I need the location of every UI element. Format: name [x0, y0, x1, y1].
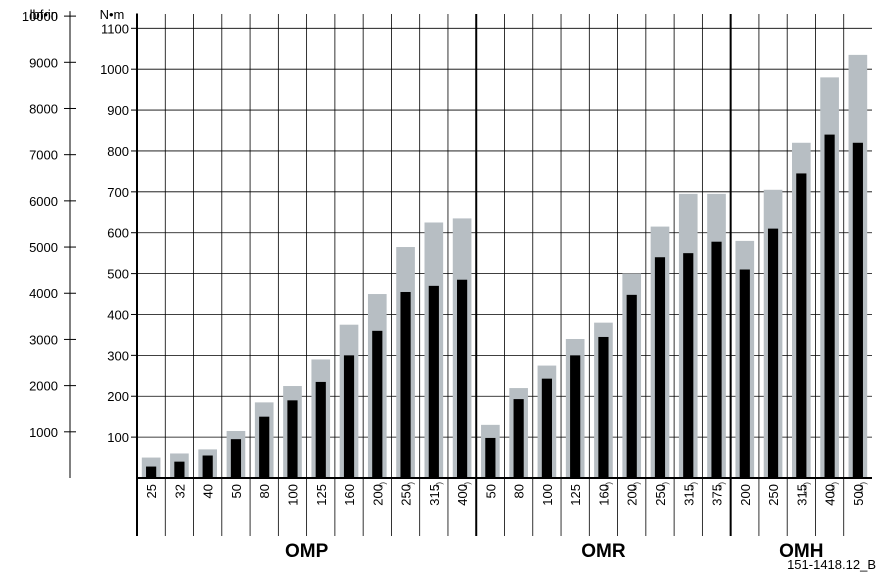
x-axis: 25 32 40 50 80 100 125 160 200*) 250*) 315*) 400*) 5… [144, 482, 868, 562]
continuous-bar [739, 269, 750, 478]
footnote-mark: ***) [859, 482, 868, 494]
continuous-bar [541, 378, 552, 478]
continuous-bar [852, 142, 863, 478]
continuous-bar [683, 253, 694, 478]
lbf-tick-label: 4000 [29, 286, 58, 301]
category-label: 40 [201, 484, 216, 498]
group-label: OMP [285, 541, 329, 562]
continuous-bar [626, 294, 637, 478]
category-label: 160 [342, 484, 357, 506]
lbf-tick-label: 3000 [29, 332, 58, 347]
footnote-mark: ***) [802, 482, 811, 494]
category-label: 315 [681, 484, 696, 506]
category-label: 400 [823, 484, 838, 506]
footnote-mark: *) [378, 482, 387, 488]
lbf-tick-label: 8000 [29, 101, 58, 116]
category-label: 25 [144, 484, 159, 498]
continuous-bar [654, 257, 666, 478]
footnote-mark: **) [689, 482, 698, 491]
continuous-bar [767, 228, 779, 478]
category-label: 50 [483, 484, 498, 498]
category-label: 100 [285, 484, 300, 506]
lbf-tick-label: 6000 [29, 194, 58, 209]
y-axes: 100 200 300 400 500 600 700 800 900 1000 1100 1000 2… [22, 9, 137, 478]
nm-tick-label: 500 [107, 267, 129, 282]
nm-tick-label: 400 [107, 307, 129, 322]
category-label: 375 [710, 484, 725, 506]
category-label: 125 [314, 484, 329, 506]
continuous-bar [428, 285, 439, 478]
nm-tick-label: 100 [107, 430, 129, 445]
lbf-tick-label: 9000 [29, 55, 58, 70]
category-label: 500 [851, 484, 866, 506]
footnote-mark: *) [463, 482, 472, 488]
continuous-bar [174, 461, 185, 478]
nm-tick-label: 1000 [100, 62, 129, 77]
continuous-bar [259, 416, 270, 478]
category-label: 315 [427, 484, 442, 506]
continuous-bar [457, 279, 468, 478]
lbf-tick-label: 10000 [22, 9, 58, 24]
category-label: 315 [794, 484, 809, 506]
category-label: 160 [596, 484, 611, 506]
bars [141, 54, 868, 479]
lbf-tick-label: 1000 [29, 425, 58, 440]
footnote-mark: ***) [831, 482, 840, 494]
footnote-mark: **) [661, 482, 670, 491]
continuous-bar [315, 381, 326, 478]
continuous-bar [598, 336, 609, 478]
category-label: 200 [738, 484, 753, 506]
nm-tick-label: 800 [107, 144, 129, 159]
continuous-bar [202, 455, 213, 478]
continuous-bar [372, 330, 383, 478]
footnote-mark: *) [407, 482, 416, 488]
category-label: 250 [399, 484, 414, 506]
category-label: 100 [540, 484, 555, 506]
grid [137, 14, 872, 536]
lbf-tick-label: 2000 [29, 379, 58, 394]
nm-tick-label: 900 [107, 103, 129, 118]
continuous-bar [146, 466, 157, 478]
category-label: 80 [512, 484, 527, 498]
continuous-bar [570, 355, 581, 478]
category-label: 80 [257, 484, 272, 498]
continuous-bar [513, 399, 524, 478]
nm-tick-label: 600 [107, 226, 129, 241]
continuous-bar [796, 173, 807, 478]
nm-tick-label: 1100 [101, 21, 129, 36]
continuous-bar [400, 291, 411, 478]
continuous-bar [824, 134, 835, 478]
lbf-tick-label: 7000 [29, 148, 58, 163]
reference-number: 151-1418.12_B [787, 557, 876, 572]
category-label: 200 [625, 484, 640, 506]
nm-tick-label: 700 [107, 185, 129, 200]
lbf-tick-label: 5000 [29, 240, 58, 255]
category-label: 250 [766, 484, 781, 506]
continuous-bar [230, 439, 242, 478]
footnote-mark: **) [718, 482, 727, 491]
nm-tick-label: 200 [107, 389, 129, 404]
category-label: 50 [229, 484, 244, 498]
frame [136, 13, 872, 536]
category-label: 250 [653, 484, 668, 506]
footnote-mark: *) [435, 482, 444, 488]
group-label: OMR [581, 541, 626, 562]
nm-tick-label: 300 [107, 348, 129, 363]
right-axis-unit: N•m [100, 7, 125, 22]
group-label: OMH [779, 541, 823, 562]
footnote-mark: **) [604, 482, 613, 491]
footnote-mark: **) [633, 482, 642, 491]
category-label: 200 [370, 484, 385, 506]
continuous-bar [343, 355, 355, 478]
category-label: 32 [172, 484, 187, 498]
continuous-bar [711, 241, 722, 478]
left-axis-unit: lbf•in [30, 7, 58, 22]
continuous-bar [287, 400, 298, 478]
category-label: 400 [455, 484, 470, 506]
category-label: 125 [568, 484, 583, 506]
continuous-bar [485, 437, 496, 478]
